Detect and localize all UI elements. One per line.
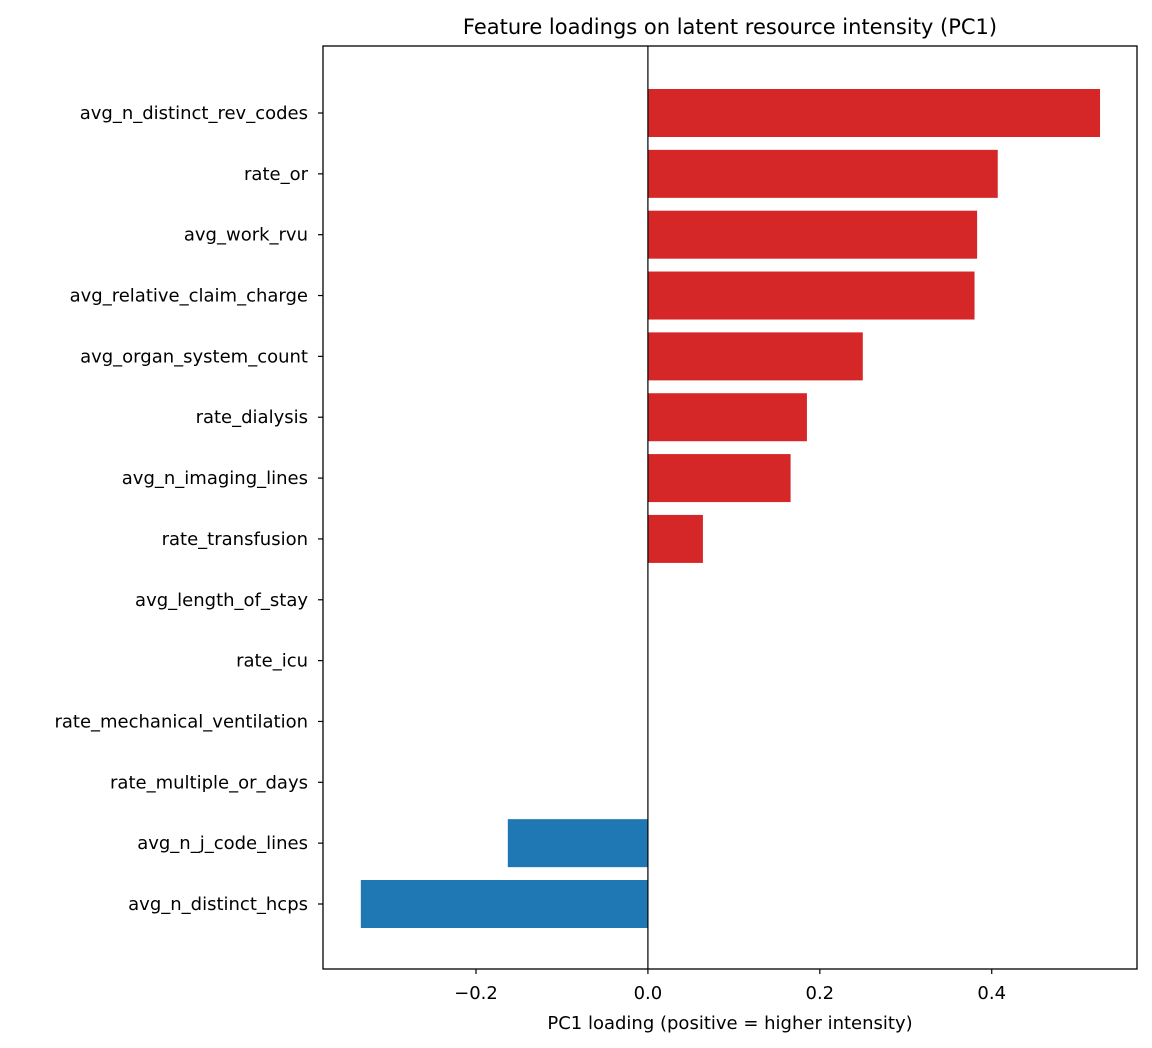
bar-rate_transfusion xyxy=(647,514,703,563)
y-tick-label: rate_dialysis xyxy=(196,407,308,428)
x-tick-label: 0.4 xyxy=(977,983,1006,1004)
bar-avg_work_rvu xyxy=(647,210,978,259)
bar-avg_n_j_code_lines xyxy=(507,819,648,868)
y-tick-label: rate_or xyxy=(244,164,309,185)
x-tick-label: 0.0 xyxy=(634,983,663,1004)
y-tick-label: avg_n_distinct_hcps xyxy=(128,894,308,915)
bar-avg_organ_system_count xyxy=(647,332,863,381)
y-tick-label: avg_relative_claim_charge xyxy=(70,286,308,307)
y-tick-label: avg_organ_system_count xyxy=(80,346,308,367)
y-tick-label: avg_length_of_stay xyxy=(135,590,308,611)
y-tick-label: rate_icu xyxy=(236,651,308,672)
bar-avg_n_distinct_rev_codes xyxy=(647,89,1101,137)
bar-avg_n_distinct_hcps xyxy=(360,880,648,928)
chart-title: Feature loadings on latent resource inte… xyxy=(463,15,997,39)
x-tick-label: 0.2 xyxy=(806,983,835,1004)
bar-avg_relative_claim_charge xyxy=(647,271,975,320)
plot-frame xyxy=(322,45,1138,970)
x-axis-label: PC1 loading (positive = higher intensity… xyxy=(547,1013,912,1034)
y-tick-label: rate_transfusion xyxy=(162,529,308,550)
bar-rate_or xyxy=(647,149,998,198)
x-tick-label: −0.2 xyxy=(454,983,498,1004)
y-tick-label: avg_work_rvu xyxy=(184,225,308,246)
y-tick-label: avg_n_j_code_lines xyxy=(137,833,308,854)
y-tick-label: rate_multiple_or_days xyxy=(110,772,308,793)
bar-avg_n_imaging_lines xyxy=(647,454,791,503)
y-tick-label: rate_mechanical_ventilation xyxy=(54,711,308,732)
bar-rate_dialysis xyxy=(647,393,807,442)
y-tick-label: avg_n_distinct_rev_codes xyxy=(80,103,308,124)
y-tick-label: avg_n_imaging_lines xyxy=(122,468,308,489)
